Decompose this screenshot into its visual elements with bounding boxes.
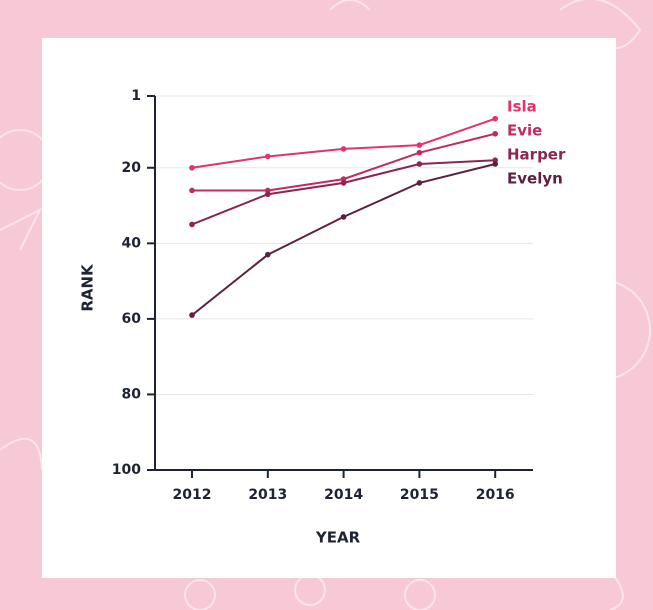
- data-point: [340, 214, 347, 220]
- data-point: [416, 180, 423, 186]
- data-point: [340, 146, 347, 152]
- data-point: [492, 161, 499, 167]
- x-tick-label: 2016: [476, 487, 515, 503]
- data-point: [189, 164, 195, 171]
- data-point: [340, 180, 347, 186]
- data-point: [265, 191, 271, 198]
- y-tick-label: 60: [122, 311, 142, 327]
- data-point: [265, 153, 271, 160]
- legend-label: Evelyn: [507, 170, 563, 188]
- legend-label: Evie: [507, 122, 542, 140]
- x-tick-label: 2013: [248, 487, 287, 503]
- y-tick-label: 40: [122, 235, 142, 251]
- data-point: [189, 312, 195, 318]
- x-tick-label: 2014: [324, 487, 363, 503]
- x-tick-label: 2015: [400, 487, 439, 503]
- data-point: [265, 251, 271, 258]
- card: [42, 38, 616, 578]
- legend-label: Isla: [507, 98, 537, 116]
- data-point: [189, 187, 195, 194]
- x-tick-label: 2012: [173, 487, 212, 503]
- data-point: [492, 115, 499, 122]
- data-point: [416, 161, 423, 167]
- y-tick-label: 1: [131, 88, 141, 104]
- data-point: [416, 149, 423, 156]
- data-point: [492, 130, 499, 137]
- y-tick-label: 20: [122, 160, 142, 176]
- data-point: [189, 221, 195, 228]
- y-tick-label: 100: [112, 462, 141, 478]
- y-axis-title: RANK: [79, 263, 97, 312]
- data-point: [416, 142, 423, 148]
- y-tick-label: 80: [122, 386, 142, 402]
- legend-label: Harper: [507, 146, 566, 164]
- x-axis-title: YEAR: [315, 529, 361, 547]
